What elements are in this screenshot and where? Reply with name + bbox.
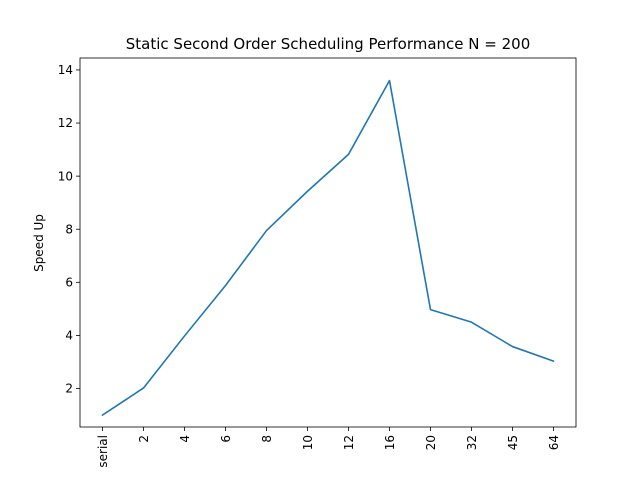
y-axis-label: Speed Up	[32, 214, 46, 272]
y-tick-label: 4	[65, 329, 73, 343]
x-tick-label: 2	[137, 435, 151, 443]
x-tick-label: 64	[547, 435, 561, 450]
y-tick-label: 2	[65, 382, 73, 396]
axes-frame	[79, 57, 577, 428]
series-line-0	[101, 79, 555, 417]
x-tick-label: 10	[301, 435, 315, 450]
y-tick-label: 12	[58, 116, 73, 130]
y-tick-label: 10	[58, 169, 73, 183]
x-tick-label: 4	[178, 435, 192, 443]
y-tick-label: 14	[58, 63, 73, 77]
y-tick-label: 8	[65, 222, 73, 236]
x-tick-label: 8	[260, 435, 274, 443]
x-tick-label: 12	[342, 435, 356, 450]
x-tick-label: 45	[506, 435, 520, 450]
plot-area: 2 4 6 8 10 12 14 serial 2 4 6 8 10 12 16 20 32 45 64	[58, 57, 577, 468]
x-tick-label: 32	[465, 435, 479, 450]
chart-title: Static Second Order Scheduling Performan…	[126, 35, 530, 53]
y-tick-label: 6	[65, 276, 73, 290]
x-tick-label: serial	[96, 435, 110, 468]
x-tick-label: 16	[383, 435, 397, 450]
x-tick-label: 20	[424, 435, 438, 450]
x-tick-label: 6	[219, 435, 233, 443]
